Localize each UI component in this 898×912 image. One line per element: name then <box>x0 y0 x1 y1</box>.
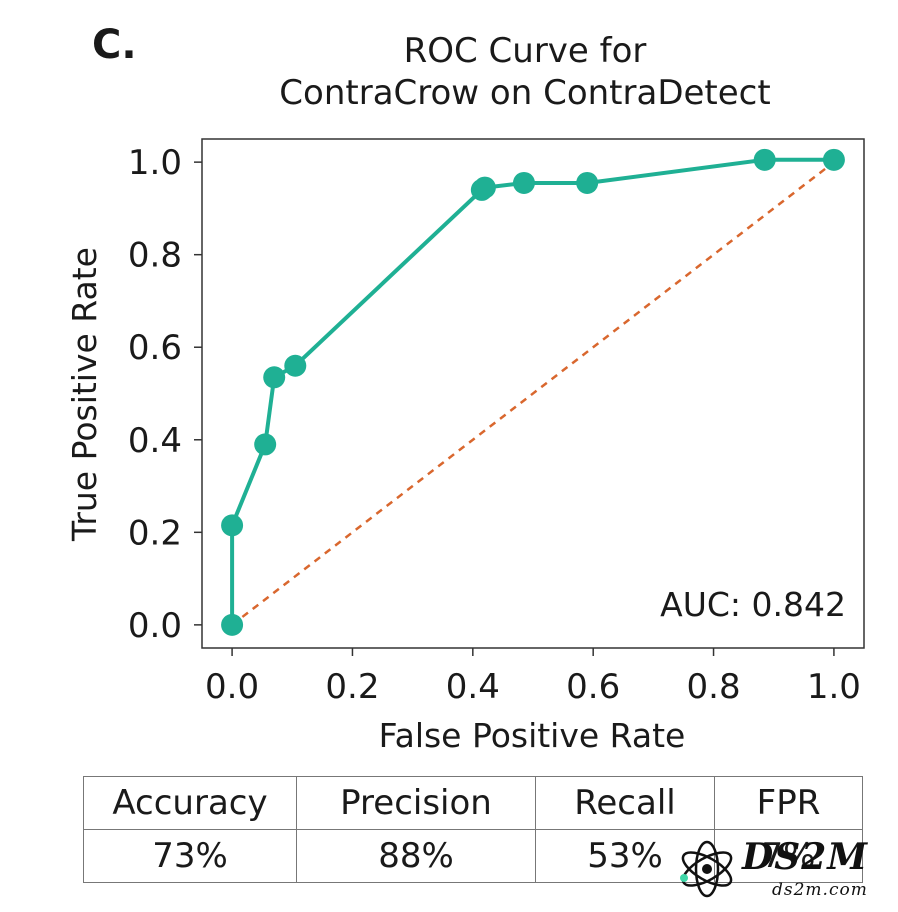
auc-annotation: AUC: 0.842 <box>660 585 846 624</box>
x-axis-label: False Positive Rate <box>379 716 686 755</box>
roc-point <box>221 613 244 636</box>
metrics-header-fpr: FPR <box>714 776 863 830</box>
x-tick-label: 0.2 <box>325 667 379 707</box>
watermark-subtitle: ds2m.com <box>772 880 868 900</box>
x-tick-label: 1.0 <box>807 667 861 707</box>
roc-point <box>822 148 845 171</box>
metrics-header-accuracy: Accuracy <box>83 776 297 830</box>
metrics-header-row: Accuracy Precision Recall FPR <box>83 776 863 830</box>
x-tick-label: 0.0 <box>205 667 259 707</box>
metrics-header-recall: Recall <box>535 776 715 830</box>
roc-chart: 0.0 0.2 0.4 0.6 0.8 1.0 0.0 0.2 0.4 0.6 0.8 1.0 AUC… <box>65 138 865 755</box>
roc-point <box>263 366 286 389</box>
atom-logo-icon <box>680 840 733 898</box>
plot-frame <box>201 138 865 649</box>
x-tick-label: 0.8 <box>687 667 741 707</box>
y-tick-label: 0.6 <box>128 328 182 368</box>
roc-point <box>284 354 307 377</box>
roc-point <box>576 171 599 194</box>
metrics-table: Accuracy Precision Recall FPR 73% 88% 53… <box>83 776 863 883</box>
x-tick-label: 0.6 <box>566 667 620 707</box>
metrics-value-row: 73% 88% 53% 7% <box>83 829 863 883</box>
watermark: DS2M ds2m.com <box>676 836 886 906</box>
y-axis-label: True Positive Rate <box>65 247 104 542</box>
y-tick-label: 1.0 <box>128 143 182 183</box>
watermark-title: DS2M <box>742 836 869 878</box>
chart-title-line-1: ROC Curve for <box>403 31 647 71</box>
x-tick-label: 0.4 <box>446 667 500 707</box>
metrics-value-fpr: 7% <box>714 829 863 883</box>
metrics-value-precision: 88% <box>296 829 536 883</box>
metrics-value-recall: 53% <box>535 829 715 883</box>
roc-point <box>473 176 496 199</box>
panel-label: C. <box>92 22 137 68</box>
chart-title-line-2: ContraCrow on ContraDetect <box>279 73 771 113</box>
chance-diagonal-line <box>231 161 835 626</box>
y-tick-label: 0.8 <box>128 236 182 276</box>
roc-point <box>221 514 244 537</box>
chart-title: ROC Curve for ContraCrow on ContraDetect <box>200 30 850 114</box>
roc-point <box>254 433 277 456</box>
metrics-header-precision: Precision <box>296 776 536 830</box>
roc-point <box>512 171 535 194</box>
y-tick-label: 0.0 <box>128 606 182 646</box>
metrics-value-accuracy: 73% <box>83 829 297 883</box>
plot-area: 0.0 0.2 0.4 0.6 0.8 1.0 0.0 0.2 0.4 0.6 0.8 1.0 <box>128 138 865 707</box>
roc-point <box>753 148 776 171</box>
y-tick-label: 0.4 <box>128 421 182 461</box>
y-tick-label: 0.2 <box>128 513 182 553</box>
